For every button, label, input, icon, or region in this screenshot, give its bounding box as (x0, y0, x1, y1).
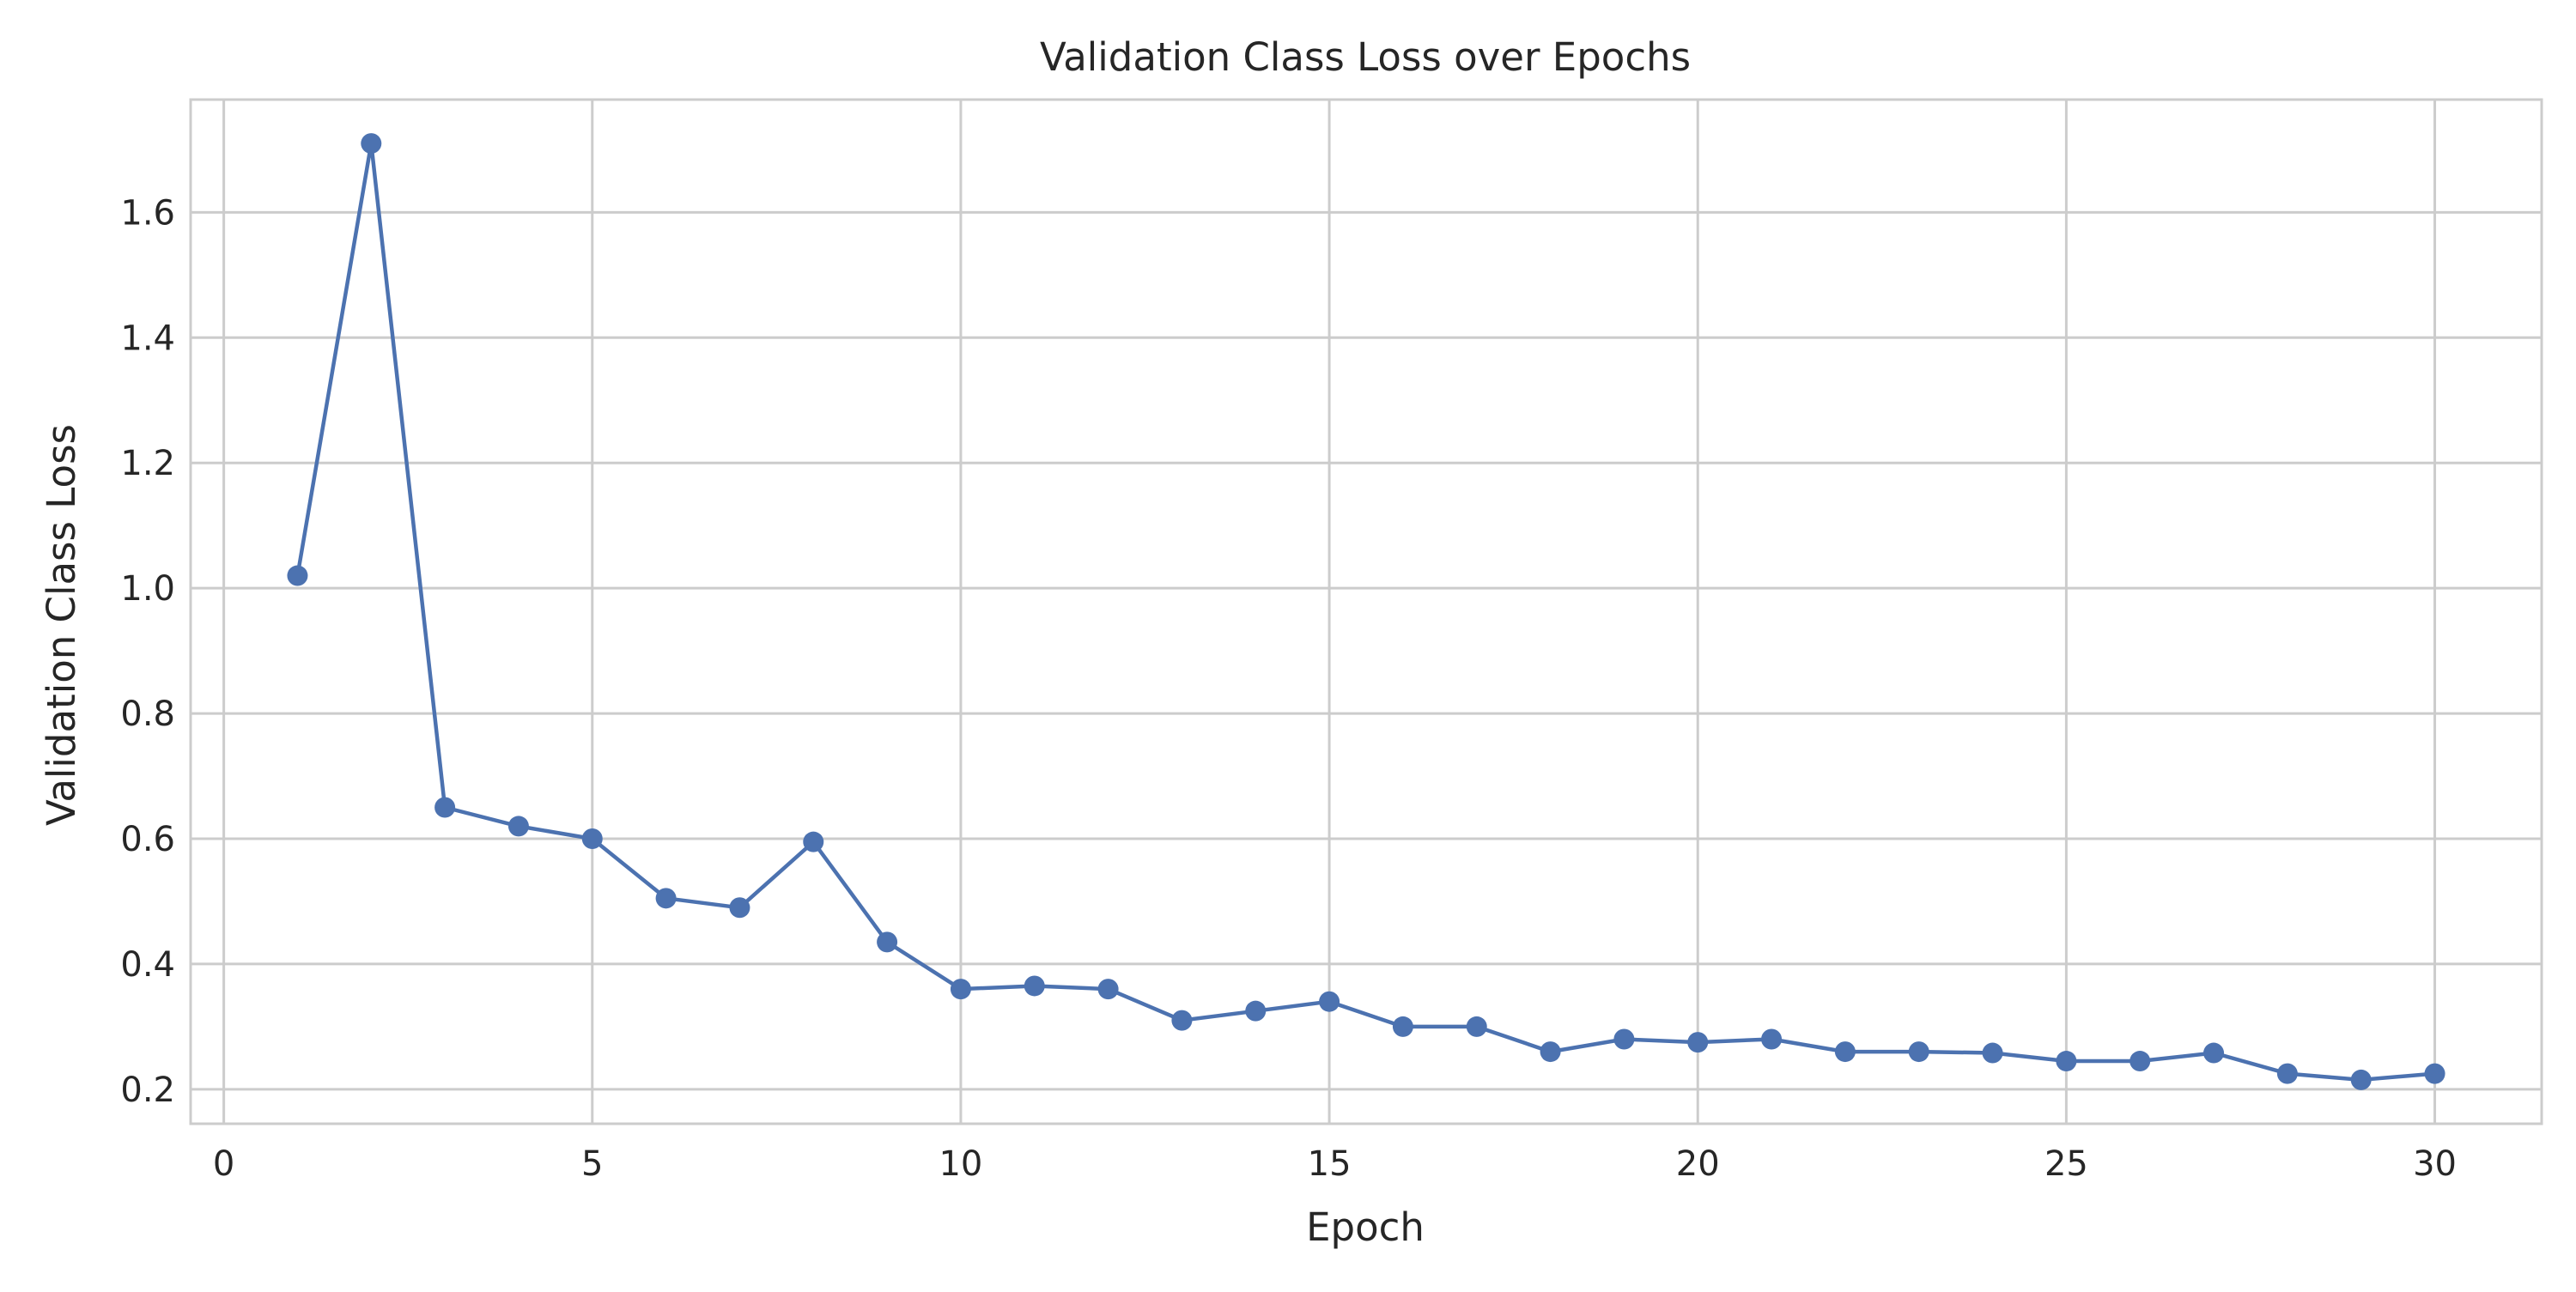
y-tick-label: 0.8 (120, 695, 175, 734)
data-point (2203, 1042, 2225, 1064)
data-point (1319, 991, 1340, 1012)
x-tick-label: 20 (1676, 1144, 1720, 1184)
data-point (1097, 979, 1119, 1000)
data-point (1613, 1028, 1635, 1050)
y-axis-ticks: 0.2 0.4 0.6 0.8 1.0 1.2 1.4 1.6 (120, 193, 175, 1110)
data-point (1761, 1028, 1783, 1050)
data-point (581, 828, 603, 850)
data-point (2350, 1069, 2372, 1090)
x-tick-label: 0 (213, 1144, 234, 1184)
data-point (950, 979, 971, 1000)
data-point (1245, 1000, 1267, 1022)
plot-area-frame (189, 98, 2543, 1125)
data-point (2129, 1051, 2151, 1072)
data-point (434, 797, 456, 818)
y-tick-label: 0.4 (120, 945, 175, 985)
y-tick-label: 1.4 (120, 318, 175, 358)
series-line (295, 141, 2435, 1083)
data-point (1908, 1041, 1929, 1063)
y-tick-label: 0.2 (120, 1071, 175, 1110)
data-point (507, 816, 529, 837)
series-layer (287, 133, 2445, 1090)
data-point (1687, 1032, 1709, 1053)
x-axis-ticks: 0 5 10 15 20 25 30 (213, 1144, 2457, 1184)
data-point (1834, 1041, 1856, 1063)
data-point (877, 931, 898, 953)
y-axis-label: Validation Class Loss (39, 424, 84, 826)
data-point (729, 897, 750, 919)
x-tick-label: 30 (2413, 1144, 2457, 1184)
data-point (1024, 975, 1045, 997)
x-axis-label: Epoch (1306, 1204, 1425, 1250)
data-point (2276, 1063, 2298, 1084)
y-tick-label: 1.2 (120, 444, 175, 483)
x-tick-label: 5 (581, 1144, 603, 1184)
chart-title: Validation Class Loss over Epochs (1040, 34, 1691, 80)
data-point (361, 133, 382, 155)
data-point (1982, 1042, 2003, 1064)
y-tick-label: 1.0 (120, 569, 175, 609)
data-point (2424, 1063, 2445, 1084)
y-tick-label: 0.6 (120, 820, 175, 859)
data-point (2056, 1051, 2077, 1072)
data-point (1540, 1041, 1561, 1063)
x-tick-label: 15 (1308, 1144, 1352, 1184)
data-point (287, 565, 308, 586)
x-tick-label: 25 (2044, 1144, 2088, 1184)
data-point (803, 831, 824, 852)
x-tick-label: 10 (939, 1144, 982, 1184)
y-tick-label: 1.6 (120, 193, 175, 233)
data-point (1466, 1016, 1487, 1037)
data-point (1392, 1016, 1413, 1037)
grid-lines (191, 100, 2542, 1124)
data-point (1171, 1010, 1193, 1031)
data-point (655, 888, 677, 909)
